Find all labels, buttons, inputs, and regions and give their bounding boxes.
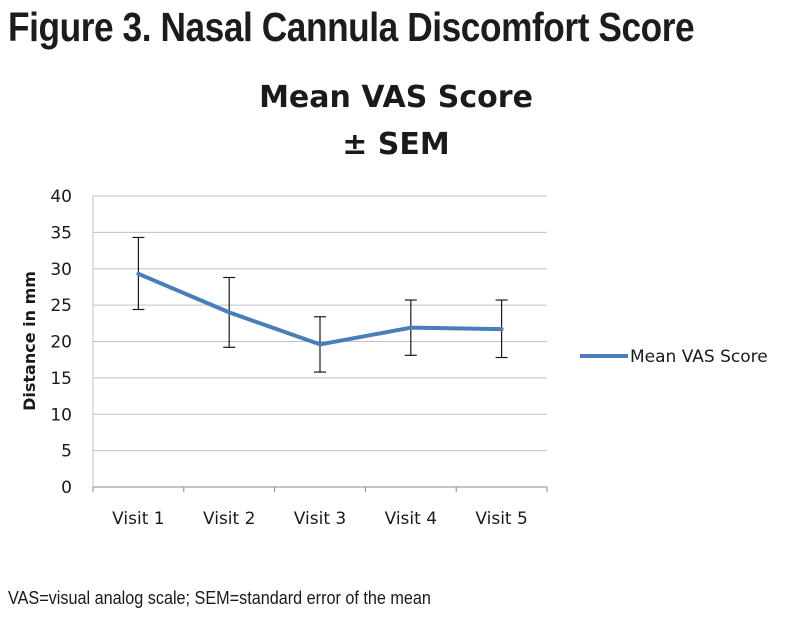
x-axis (92, 487, 548, 492)
x-tick-label: Visit 1 (112, 509, 164, 529)
y-tick-label: 15 (50, 369, 72, 389)
vas-line-chart: Mean VAS Score ± SEM 0 5 10 15 20 25 30 35 40 Vi… (20, 80, 768, 529)
x-tick-label: Visit 4 (385, 509, 437, 529)
legend: Mean VAS Score (580, 347, 768, 367)
y-tick-label: 10 (50, 405, 72, 425)
y-axis-label: Distance in mm (20, 271, 39, 411)
figure-heading: Figure 3. Nasal Cannula Discomfort Score (8, 4, 695, 50)
chart-title: Mean VAS Score ± SEM (259, 80, 533, 162)
y-tick-label: 40 (50, 187, 72, 207)
y-tick-label: 25 (50, 296, 72, 316)
chart-title-line-1: Mean VAS Score (259, 80, 533, 115)
footnote: VAS=visual analog scale; SEM=standard er… (8, 588, 431, 608)
y-tick-label: 20 (50, 333, 72, 353)
y-tick-label: 35 (50, 223, 72, 243)
x-tick-label: Visit 5 (475, 509, 527, 529)
y-tick-labels: 0 5 10 15 20 25 30 35 40 (50, 187, 72, 498)
x-tick-label: Visit 2 (203, 509, 255, 529)
x-tick-labels: Visit 1 Visit 2 Visit 3 Visit 4 Visit 5 (112, 509, 528, 529)
y-tick-label: 5 (61, 442, 72, 462)
legend-label: Mean VAS Score (630, 347, 768, 367)
x-tick-label: Visit 3 (294, 509, 346, 529)
y-tick-label: 0 (61, 478, 72, 498)
chart-title-line-2: ± SEM (342, 127, 450, 162)
series-line-mean-vas-score (136, 271, 504, 347)
series-lines (136, 271, 504, 347)
y-tick-label: 30 (50, 260, 72, 280)
